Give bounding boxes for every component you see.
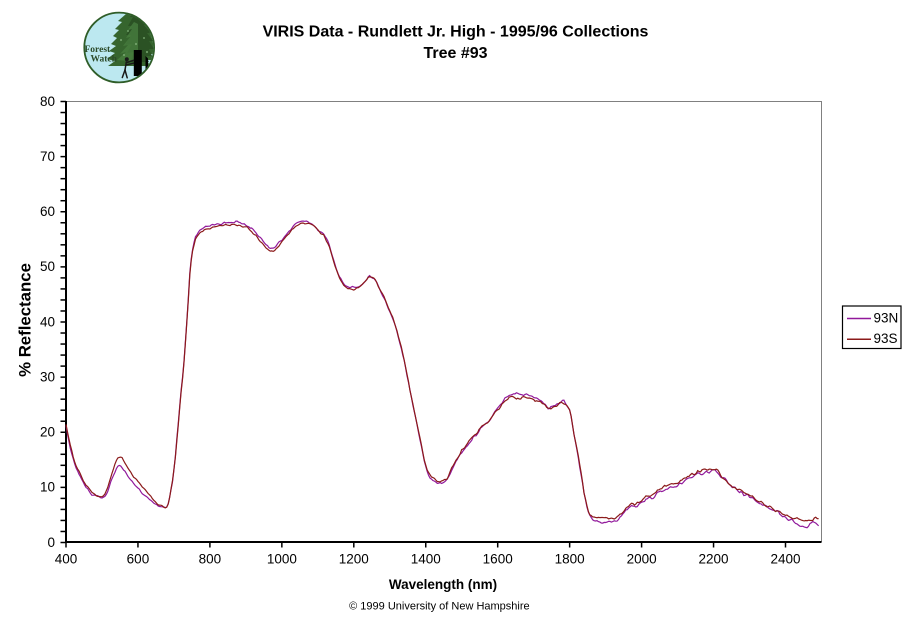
- svg-text:1400: 1400: [411, 552, 441, 567]
- svg-text:800: 800: [199, 552, 222, 567]
- svg-text:80: 80: [40, 94, 55, 109]
- svg-text:40: 40: [40, 314, 55, 329]
- svg-text:60: 60: [40, 204, 55, 219]
- svg-text:20: 20: [40, 425, 55, 440]
- svg-text:© 1999 University of New Hamps: © 1999 University of New Hampshire: [349, 601, 530, 613]
- svg-text:600: 600: [127, 552, 150, 567]
- svg-text:93S: 93S: [874, 331, 898, 346]
- svg-text:93N: 93N: [874, 311, 899, 326]
- svg-text:10: 10: [40, 480, 55, 495]
- svg-text:30: 30: [40, 369, 55, 384]
- svg-text:1800: 1800: [555, 552, 585, 567]
- svg-text:% Reflectance: % Reflectance: [16, 263, 35, 377]
- svg-text:VIRIS Data - Rundlett Jr. High: VIRIS Data - Rundlett Jr. High - 1995/96…: [263, 23, 649, 40]
- svg-text:Wavelength (nm): Wavelength (nm): [389, 577, 497, 592]
- svg-text:400: 400: [55, 552, 78, 567]
- svg-text:0: 0: [47, 535, 55, 550]
- svg-text:1200: 1200: [339, 552, 369, 567]
- svg-text:2200: 2200: [699, 552, 729, 567]
- svg-text:2400: 2400: [770, 552, 800, 567]
- svg-text:50: 50: [40, 259, 55, 274]
- svg-text:1000: 1000: [267, 552, 297, 567]
- svg-text:Watch: Watch: [91, 55, 118, 65]
- svg-text:1600: 1600: [483, 552, 513, 567]
- svg-text:Forest: Forest: [85, 45, 112, 55]
- svg-text:70: 70: [40, 149, 55, 164]
- svg-text:Tree #93: Tree #93: [423, 45, 487, 62]
- svg-text:2000: 2000: [627, 552, 657, 567]
